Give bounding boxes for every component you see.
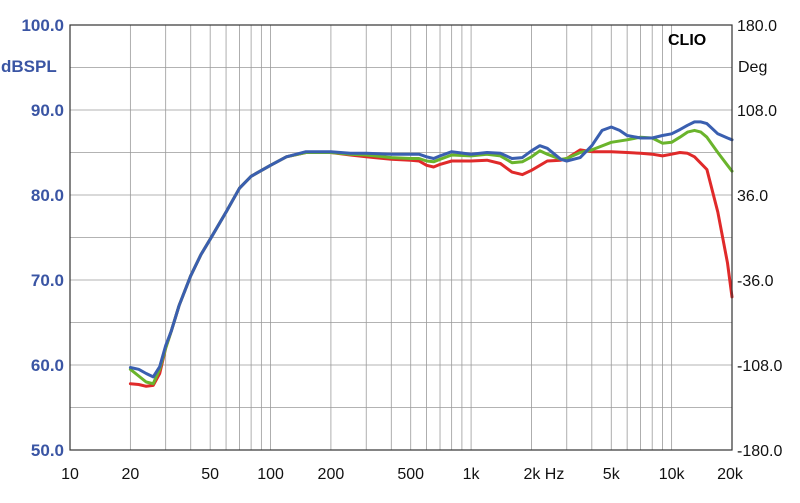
- y-tick-label: 70.0: [31, 271, 64, 290]
- y2-tick-label: 36.0: [737, 188, 768, 205]
- y2-tick-label: 108.0: [737, 103, 777, 120]
- y2-axis-tick-labels: 180.0 108.0 36.0 -36.0 -108.0 -180.0: [737, 18, 782, 460]
- y-tick-label: 50.0: [31, 441, 64, 460]
- y2-tick-label: -36.0: [737, 273, 774, 290]
- x-axis-tick-labels: 10 20 50 100 200 500 1k 2k Hz 5k 10k 20k: [61, 466, 744, 483]
- x-tick-label: 20k: [717, 466, 744, 483]
- series-line-3: [128, 120, 734, 379]
- grid: [70, 25, 732, 450]
- clio-brand-label: CLIO: [668, 32, 706, 49]
- y2-tick-label: 180.0: [737, 18, 777, 35]
- series-lines: [128, 120, 734, 388]
- x-tick-label: 10: [61, 466, 79, 483]
- y-axis-unit-label: dBSPL: [1, 57, 57, 76]
- x-tick-label: 500: [397, 466, 424, 483]
- x-tick-label: 50: [201, 466, 219, 483]
- y-tick-label: 90.0: [31, 101, 64, 120]
- x-tick-label: 200: [318, 466, 345, 483]
- x-tick-label: 1k: [463, 466, 481, 483]
- plot-frame: [69, 24, 733, 451]
- y2-tick-label: -180.0: [737, 443, 782, 460]
- y2-tick-label: -108.0: [737, 358, 782, 375]
- x-tick-label: 2k Hz: [523, 466, 564, 483]
- x-tick-label: 10k: [659, 466, 686, 483]
- y-axis-tick-labels: 100.0 90.0 80.0 70.0 60.0 50.0: [21, 16, 64, 460]
- x-tick-label: 20: [121, 466, 139, 483]
- y-tick-label: 100.0: [21, 16, 64, 35]
- x-tick-label: 5k: [603, 466, 621, 483]
- y-tick-label: 60.0: [31, 356, 64, 375]
- x-tick-label: 100: [257, 466, 284, 483]
- y2-axis-unit-label: Deg: [738, 59, 767, 76]
- y-tick-label: 80.0: [31, 186, 64, 205]
